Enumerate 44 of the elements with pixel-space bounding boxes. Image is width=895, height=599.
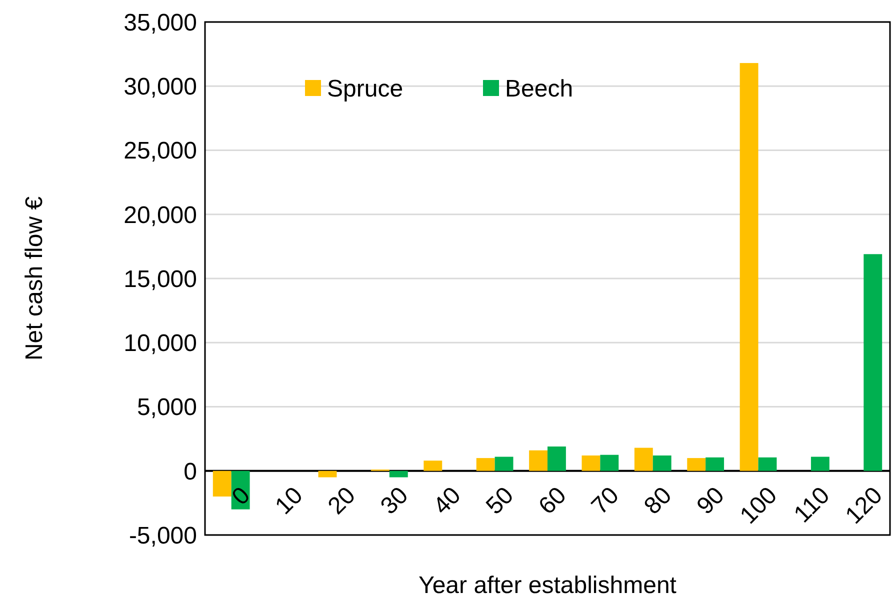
bar xyxy=(424,460,442,471)
bar xyxy=(582,455,600,471)
x-tick-label: 60 xyxy=(534,482,572,520)
x-tick-label: 100 xyxy=(734,482,782,530)
bar xyxy=(706,457,724,471)
x-tick-label: 110 xyxy=(788,482,836,528)
y-tick-label: 0 xyxy=(184,458,197,486)
legend-label: Spruce xyxy=(327,75,404,102)
bar xyxy=(494,456,514,471)
x-tick-label: 120 xyxy=(840,482,888,530)
y-tick-label: 10,000 xyxy=(124,330,197,358)
x-tick-label: 40 xyxy=(428,482,466,520)
bar xyxy=(810,456,830,471)
bar xyxy=(548,446,566,471)
x-tick-label: 50 xyxy=(480,482,519,520)
legend-label: Beech xyxy=(505,75,574,102)
y-tick-label: 15,000 xyxy=(124,266,197,293)
bar xyxy=(389,470,408,478)
y-tick-label: 25,000 xyxy=(124,138,197,165)
x-tick-label: 90 xyxy=(692,482,730,520)
x-axis-title: Year after establishment xyxy=(418,572,677,599)
y-tick-label: 35,000 xyxy=(124,9,197,36)
bar xyxy=(600,454,619,471)
bar xyxy=(476,458,495,471)
x-tick-label: 10 xyxy=(270,482,308,520)
bar xyxy=(758,457,777,471)
bar xyxy=(212,470,232,497)
x-tick-label: 70 xyxy=(586,482,624,520)
bar xyxy=(687,458,706,471)
bar xyxy=(652,455,672,471)
bar xyxy=(864,254,882,471)
x-tick-label: 80 xyxy=(639,482,678,520)
y-tick-label: 5,000 xyxy=(136,394,197,422)
x-tick-label: 20 xyxy=(322,482,361,520)
x-tick-label: 0 xyxy=(226,482,256,510)
bar xyxy=(529,450,548,471)
x-tick-label: 30 xyxy=(376,482,414,520)
y-tick-label: 20,000 xyxy=(124,202,197,229)
y-axis-title: Net cash flow € xyxy=(21,196,48,361)
bar xyxy=(634,448,653,471)
bar xyxy=(740,63,758,471)
y-tick-label: 30,000 xyxy=(124,74,197,101)
bar xyxy=(318,470,337,478)
y-tick-label: -5,000 xyxy=(128,522,197,550)
